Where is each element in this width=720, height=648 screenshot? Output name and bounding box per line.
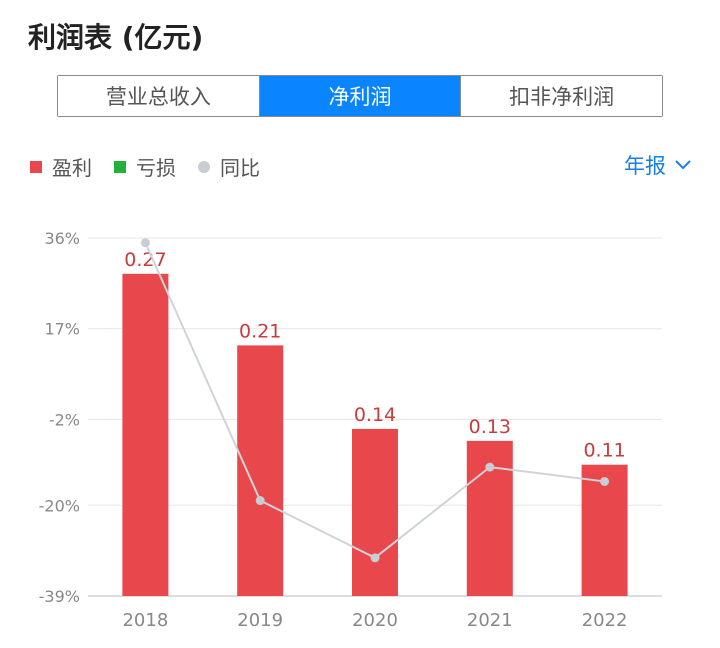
y-tick-label: -2% bbox=[49, 410, 80, 429]
x-tick-label: 2022 bbox=[582, 610, 628, 631]
bar-data-label: 0.13 bbox=[469, 416, 511, 438]
period-selector[interactable]: 年报 bbox=[624, 150, 692, 180]
legend-swatch-loss bbox=[114, 160, 126, 173]
legend-swatch-profit bbox=[30, 160, 42, 173]
legend-item-profit[interactable]: 盈利 bbox=[30, 152, 92, 181]
period-selector-label: 年报 bbox=[624, 154, 666, 178]
yoy-point bbox=[140, 238, 150, 248]
bar bbox=[237, 345, 284, 596]
bar-data-label: 0.11 bbox=[583, 440, 625, 462]
legend-label-profit: 盈利 bbox=[52, 156, 92, 180]
chart-legend: 盈利 亏损 同比 bbox=[30, 152, 282, 181]
bar-data-label: 0.27 bbox=[124, 249, 166, 271]
yoy-point bbox=[370, 553, 380, 563]
legend-item-yoy[interactable]: 同比 bbox=[198, 152, 260, 181]
yoy-point bbox=[600, 476, 610, 486]
bar bbox=[122, 273, 169, 596]
tab-deducted-net-profit[interactable]: 扣非净利润 bbox=[460, 76, 663, 116]
legend-label-loss: 亏损 bbox=[136, 156, 176, 180]
x-tick-label: 2020 bbox=[352, 610, 398, 631]
x-tick-label: 2018 bbox=[122, 610, 168, 631]
bar bbox=[581, 464, 628, 596]
bar-data-label: 0.14 bbox=[354, 404, 396, 426]
x-tick-label: 2019 bbox=[237, 610, 283, 631]
bar bbox=[352, 428, 398, 596]
y-tick-label: 17% bbox=[44, 320, 80, 339]
y-tick-label: 36% bbox=[44, 229, 80, 248]
tab-net-profit[interactable]: 净利润 bbox=[258, 76, 461, 116]
x-tick-label: 2021 bbox=[467, 610, 513, 631]
yoy-point bbox=[485, 462, 495, 472]
bar-data-label: 0.21 bbox=[239, 320, 281, 342]
legend-item-loss[interactable]: 亏损 bbox=[114, 152, 176, 181]
metric-tabs: 营业总收入 净利润 扣非净利润 bbox=[57, 75, 663, 117]
page-title: 利润表 (亿元) bbox=[28, 21, 204, 54]
legend-swatch-yoy bbox=[198, 160, 210, 173]
tab-revenue[interactable]: 营业总收入 bbox=[58, 76, 259, 116]
y-tick-label: -39% bbox=[39, 587, 80, 606]
legend-label-yoy: 同比 bbox=[220, 156, 260, 180]
y-tick-label: -20% bbox=[39, 496, 80, 515]
yoy-point bbox=[255, 496, 265, 506]
chevron-down-icon bbox=[675, 160, 691, 170]
